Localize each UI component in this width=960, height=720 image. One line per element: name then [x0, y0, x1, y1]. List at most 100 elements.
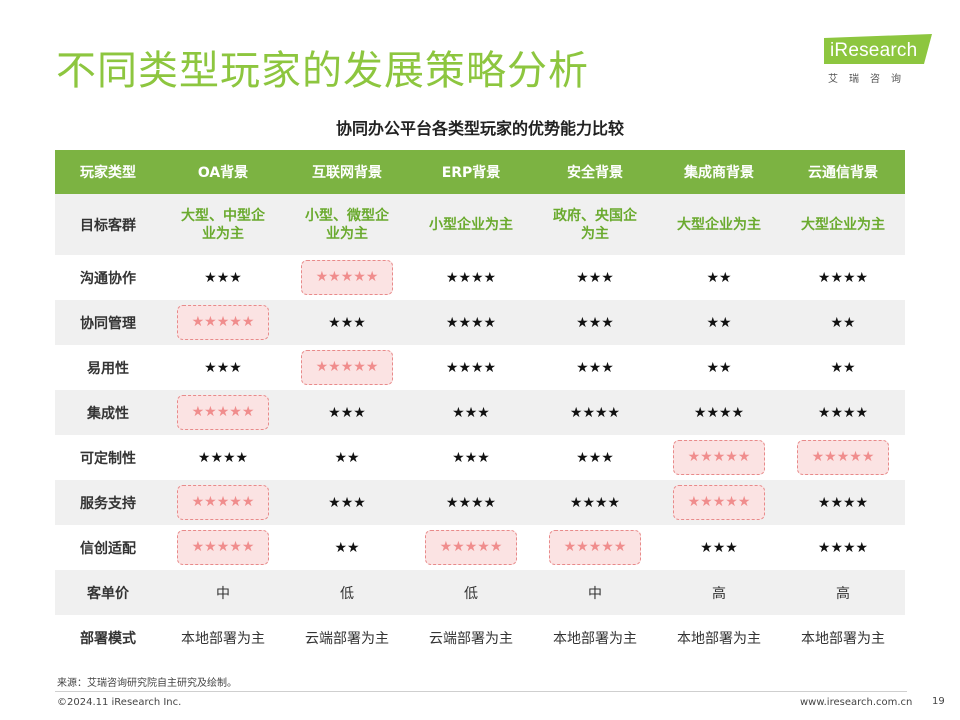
table-cell: 低 [409, 570, 533, 615]
highlighted-star-rating: ★★★★★ [177, 395, 269, 430]
table-cell: ★★★★ [781, 480, 905, 525]
table-cell: ★★★★★ [161, 300, 285, 345]
table-cell: ★★★★★ [161, 390, 285, 435]
row-label: 部署模式 [55, 615, 161, 660]
table-row: 服务支持 ★★★★★ ★★★ ★★★★ ★★★★ ★★★★★ ★★★★ [55, 480, 905, 525]
table-cell: ★★★★ [781, 525, 905, 570]
table-cell: ★★★★ [409, 255, 533, 300]
header-cell: 安全背景 [533, 150, 657, 194]
table-cell: ★★★★★ [533, 525, 657, 570]
table-cell: ★★★ [285, 480, 409, 525]
copyright: ©2024.11 iResearch Inc. [57, 697, 182, 708]
table-body: 目标客群 大型、中型企业为主 小型、微型企业为主 小型企业为主 政府、央国企为主 大型企业… [55, 194, 905, 660]
star-rating: ★★★ [452, 449, 490, 466]
star-rating: ★★★ [204, 359, 242, 376]
row-label: 目标客群 [55, 194, 161, 255]
star-rating: ★★★ [204, 269, 242, 286]
star-rating: ★★ [706, 314, 732, 331]
table-cell: ★★★★ [657, 390, 781, 435]
cell-text: 高 [712, 585, 726, 602]
table-cell: ★★★ [409, 435, 533, 480]
header-cell: 集成商背景 [657, 150, 781, 194]
table-cell: 政府、央国企为主 [533, 194, 657, 255]
highlighted-star-rating: ★★★★★ [425, 530, 517, 565]
target-group-text: 大型企业为主 [801, 216, 885, 233]
table-cell: 大型企业为主 [781, 194, 905, 255]
table-cell: 小型、微型企业为主 [285, 194, 409, 255]
table-cell: ★★★★★ [781, 435, 905, 480]
highlighted-star-rating: ★★★★★ [673, 485, 765, 520]
star-rating: ★★★★ [817, 404, 869, 421]
row-label: 沟通协作 [55, 255, 161, 300]
table-cell: ★★★★ [409, 300, 533, 345]
highlighted-star-rating: ★★★★★ [549, 530, 641, 565]
table-cell: ★★★ [533, 255, 657, 300]
table-cell: ★★ [781, 300, 905, 345]
cell-text: 低 [464, 585, 478, 602]
star-rating: ★★ [830, 314, 856, 331]
table-cell: ★★★★ [781, 255, 905, 300]
star-rating: ★★★★ [693, 404, 745, 421]
row-label: 易用性 [55, 345, 161, 390]
table-cell: ★★★★★ [409, 525, 533, 570]
target-group-text: 大型企业为主 [677, 216, 761, 233]
star-rating: ★★★ [328, 314, 366, 331]
table-cell: 低 [285, 570, 409, 615]
star-rating: ★★★★ [817, 269, 869, 286]
table-row: 可定制性 ★★★★ ★★ ★★★ ★★★ ★★★★★ ★★★★★ [55, 435, 905, 480]
table-cell: 本地部署为主 [161, 615, 285, 660]
table-cell: ★★★★★ [161, 525, 285, 570]
table-row: 协同管理 ★★★★★ ★★★ ★★★★ ★★★ ★★ ★★ [55, 300, 905, 345]
cell-text: 中 [588, 585, 602, 602]
star-rating: ★★★ [328, 494, 366, 511]
cell-text: 高 [836, 585, 850, 602]
cell-text: 本地部署为主 [553, 630, 637, 647]
logo-wordmark: iResearch [830, 40, 918, 61]
star-rating: ★★★ [452, 404, 490, 421]
table-row: 部署模式 本地部署为主 云端部署为主 云端部署为主 本地部署为主 本地部署为主 本地部署为主 [55, 615, 905, 660]
table-cell: ★★★ [533, 345, 657, 390]
highlighted-star-rating: ★★★★★ [177, 530, 269, 565]
table-row: 集成性 ★★★★★ ★★★ ★★★ ★★★★ ★★★★ ★★★★ [55, 390, 905, 435]
star-rating: ★★★ [328, 404, 366, 421]
cell-text: 低 [340, 585, 354, 602]
star-rating: ★★★★ [197, 449, 249, 466]
highlighted-star-rating: ★★★★★ [177, 485, 269, 520]
table-header-row: 玩家类型 OA背景 互联网背景 ERP背景 安全背景 集成商背景 云通信背景 [55, 150, 905, 194]
table-cell: 大型、中型企业为主 [161, 194, 285, 255]
cell-text: 中 [216, 585, 230, 602]
table-cell: ★★★★ [409, 480, 533, 525]
cell-text: 本地部署为主 [801, 630, 885, 647]
highlighted-star-rating: ★★★★★ [301, 350, 393, 385]
table-cell: 大型企业为主 [657, 194, 781, 255]
comparison-table: 玩家类型 OA背景 互联网背景 ERP背景 安全背景 集成商背景 云通信背景 目… [55, 150, 905, 660]
logo-subtext: 艾瑞咨询 [828, 74, 912, 85]
table-cell: 中 [161, 570, 285, 615]
table-cell: ★★★★ [533, 390, 657, 435]
table-cell: ★★★ [285, 300, 409, 345]
row-label: 可定制性 [55, 435, 161, 480]
row-label: 协同管理 [55, 300, 161, 345]
table-cell: ★★ [657, 300, 781, 345]
target-group-text: 大型、中型企业为主 [181, 207, 265, 242]
table-cell: ★★★ [657, 525, 781, 570]
row-label: 服务支持 [55, 480, 161, 525]
table-cell: 高 [657, 570, 781, 615]
header-cell: ERP背景 [409, 150, 533, 194]
star-rating: ★★★★ [445, 494, 497, 511]
star-rating: ★★★★ [445, 359, 497, 376]
table-cell: ★★★ [161, 255, 285, 300]
table-cell: ★★★★ [781, 390, 905, 435]
star-rating: ★★★★ [445, 314, 497, 331]
target-group-text: 小型企业为主 [429, 216, 513, 233]
star-rating: ★★★★ [817, 539, 869, 556]
table-cell: ★★ [285, 525, 409, 570]
row-label: 客单价 [55, 570, 161, 615]
footer-divider [55, 691, 907, 692]
logo-shape [824, 34, 932, 64]
header-cell: OA背景 [161, 150, 285, 194]
star-rating: ★★★★ [569, 404, 621, 421]
table-row: 目标客群 大型、中型企业为主 小型、微型企业为主 小型企业为主 政府、央国企为主 大型企业… [55, 194, 905, 255]
table-cell: ★★★★★ [657, 435, 781, 480]
table-row: 客单价 中 低 低 中 高 高 [55, 570, 905, 615]
